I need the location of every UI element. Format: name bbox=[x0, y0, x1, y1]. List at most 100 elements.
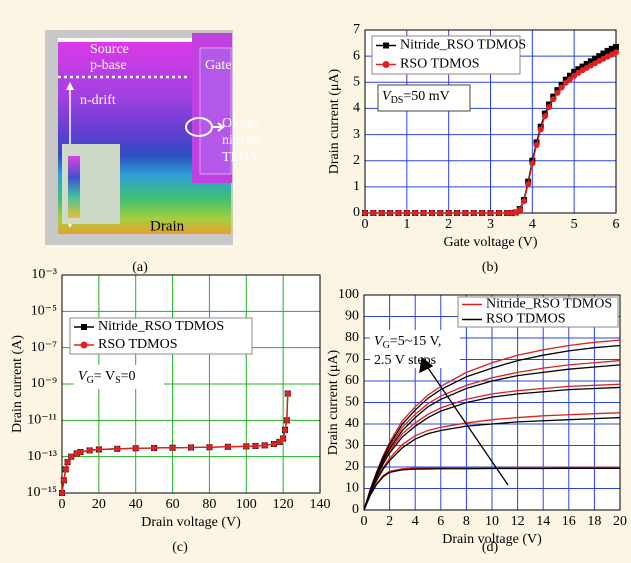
legend-marker bbox=[81, 324, 87, 330]
caption: (a) bbox=[132, 260, 148, 275]
y-tick-label: 5 bbox=[353, 75, 360, 90]
legend-label: Nitride_RSO TDMOS bbox=[98, 319, 224, 334]
x-tick-label: 100 bbox=[236, 497, 257, 512]
y-tick-label: 40 bbox=[345, 416, 359, 431]
x-tick-label: 16 bbox=[562, 514, 576, 529]
legend-marker bbox=[383, 61, 390, 68]
x-tick-label: 3 bbox=[487, 217, 494, 232]
y-tick-label: 3 bbox=[353, 127, 360, 142]
marker bbox=[285, 390, 291, 396]
x-tick-label: 80 bbox=[202, 497, 216, 512]
legend-label: Nitride_RSO TDMOS bbox=[400, 38, 526, 53]
y-tick-label: 60 bbox=[345, 373, 359, 388]
x-tick-label: 140 bbox=[310, 497, 331, 512]
marker bbox=[262, 442, 268, 448]
marker bbox=[525, 181, 531, 187]
marker bbox=[362, 210, 368, 216]
x-tick-label: 0 bbox=[362, 217, 369, 232]
marker bbox=[521, 198, 527, 204]
marker bbox=[243, 443, 249, 449]
chart: 012345601234567Nitride_RSO TDMOSRSO TDMO… bbox=[327, 22, 619, 275]
marker bbox=[87, 447, 93, 453]
x-tick-label: 0 bbox=[59, 497, 66, 512]
marker bbox=[613, 49, 619, 55]
x-tick-label: 1 bbox=[403, 217, 410, 232]
y-tick-label: 4 bbox=[353, 101, 360, 116]
x-axis-label: Gate voltage (V) bbox=[443, 235, 537, 250]
x-tick-label: 4 bbox=[412, 514, 419, 529]
label: n-drift bbox=[80, 93, 116, 108]
x-tick-label: 14 bbox=[536, 514, 550, 529]
marker bbox=[63, 466, 69, 472]
marker bbox=[613, 44, 619, 50]
caption: (c) bbox=[172, 540, 188, 555]
marker bbox=[454, 210, 460, 216]
y-tick-label: 7 bbox=[353, 22, 360, 37]
caption: (d) bbox=[482, 540, 499, 555]
y-tick-label: 1 bbox=[353, 179, 360, 194]
y-tick-label: 10⁻⁷ bbox=[31, 340, 57, 355]
legend-marker bbox=[81, 342, 88, 349]
marker bbox=[550, 96, 556, 102]
marker bbox=[61, 477, 67, 483]
y-tick-label: 10⁻¹³ bbox=[27, 449, 57, 464]
marker bbox=[395, 210, 401, 216]
y-tick-label: 10⁻³ bbox=[31, 267, 57, 282]
x-tick-label: 5 bbox=[571, 217, 578, 232]
x-tick-label: 6 bbox=[437, 514, 444, 529]
label: nitride/ bbox=[222, 133, 263, 148]
marker bbox=[437, 210, 443, 216]
y-tick-label: 20 bbox=[345, 459, 359, 474]
legend-marker bbox=[383, 43, 389, 49]
y-tick-label: 30 bbox=[345, 438, 359, 453]
annotation-part: =0 bbox=[121, 369, 136, 384]
legend-label: RSO TDMOS bbox=[98, 337, 178, 352]
legend-label: RSO TDMOS bbox=[400, 57, 480, 72]
marker bbox=[151, 445, 157, 451]
marker bbox=[429, 210, 435, 216]
y-tick-label: 6 bbox=[353, 48, 360, 63]
marker bbox=[496, 210, 502, 216]
marker bbox=[96, 446, 102, 452]
marker bbox=[542, 113, 548, 119]
y-tick-label: 100 bbox=[338, 287, 359, 302]
x-tick-label: 10 bbox=[485, 514, 499, 529]
marker bbox=[559, 85, 565, 91]
marker bbox=[387, 210, 393, 216]
marker bbox=[188, 444, 194, 450]
annotation-part: G bbox=[383, 340, 390, 351]
annotation-part: =50 mV bbox=[403, 89, 449, 104]
marker bbox=[412, 210, 418, 216]
annotation-part: G bbox=[87, 375, 94, 386]
y-axis-label: Drain current (μA) bbox=[326, 349, 341, 455]
x-tick-label: 40 bbox=[129, 497, 143, 512]
marker bbox=[421, 210, 427, 216]
marker bbox=[462, 210, 468, 216]
y-tick-label: 10 bbox=[345, 481, 359, 496]
label: p-base bbox=[90, 58, 127, 73]
caption: (b) bbox=[482, 260, 499, 275]
x-tick-label: 18 bbox=[587, 514, 601, 529]
y-tick-label: 70 bbox=[345, 352, 359, 367]
legend-label: Nitride_RSO TDMOS bbox=[486, 297, 612, 312]
y-tick-label: 50 bbox=[345, 395, 359, 410]
marker bbox=[59, 490, 65, 496]
annotation-part: =5~15 V, bbox=[390, 334, 442, 349]
x-tick-label: 4 bbox=[529, 217, 536, 232]
y-axis-label: Drain current (μA) bbox=[327, 68, 342, 174]
x-tick-label: 20 bbox=[92, 497, 106, 512]
y-tick-label: 80 bbox=[345, 330, 359, 345]
x-tick-label: 0 bbox=[361, 514, 368, 529]
x-tick-label: 20 bbox=[613, 514, 627, 529]
marker bbox=[370, 210, 376, 216]
marker bbox=[77, 449, 83, 455]
marker bbox=[114, 446, 120, 452]
marker bbox=[206, 444, 212, 450]
marker bbox=[529, 160, 535, 166]
y-tick-label: 0 bbox=[353, 205, 360, 220]
x-axis-label: Drain voltage (V) bbox=[141, 515, 241, 530]
marker bbox=[282, 427, 288, 433]
marker bbox=[404, 210, 410, 216]
marker bbox=[479, 210, 485, 216]
annotation-part: DS bbox=[391, 95, 404, 106]
